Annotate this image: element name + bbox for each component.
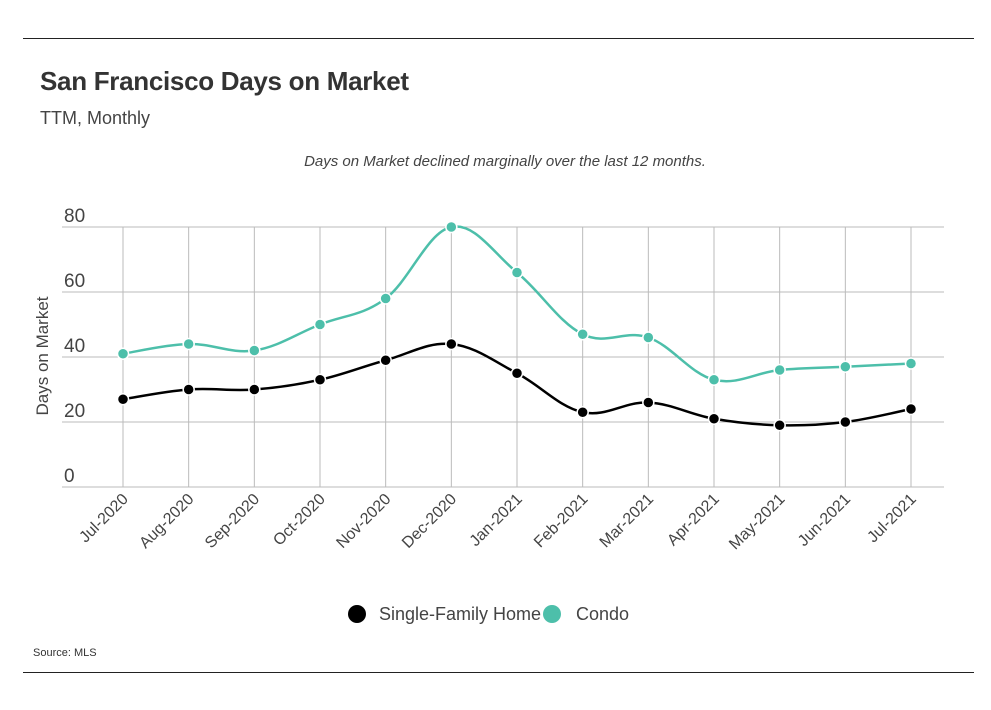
data-point-condo [904,357,918,370]
legend: Single-Family Home Condo [348,604,629,624]
legend-marker-condo [543,605,561,623]
data-point-condo [379,292,392,305]
x-tick-label: Jul-2020 [76,491,131,546]
legend-label-condo: Condo [576,604,629,624]
data-point-condo [510,266,524,279]
data-point-condo [116,347,130,360]
data-point-condo [642,331,655,344]
data-point-condo [182,337,195,351]
x-tick-label: Apr-2021 [664,491,723,550]
data-point-single-family-home [313,373,327,386]
x-tick-label: Aug-2020 [136,491,197,552]
data-point-single-family-home [642,396,655,409]
data-point-condo [248,344,261,357]
y-tick-labels: 0 20 40 60 80 [64,206,85,487]
y-tick-label: 20 [64,401,85,422]
series-points [116,220,918,432]
y-tick-label: 80 [64,206,85,227]
data-point-condo [773,363,786,377]
x-tick-label: Mar-2021 [597,491,658,552]
x-tick-label: Oct-2020 [270,491,329,550]
data-point-single-family-home [182,383,195,396]
data-point-condo [707,373,721,386]
source-note: Source: MLS [33,647,97,659]
data-point-single-family-home [839,415,852,429]
x-tick-label: May-2021 [726,491,788,553]
data-point-single-family-home [379,354,392,367]
chart-title: San Francisco Days on Market [40,66,409,96]
legend-marker-single-family-home [348,605,366,623]
x-tick-label: Nov-2020 [333,491,394,552]
y-axis-label: Days on Market [33,296,52,415]
x-tick-label: Jul-2021 [864,491,919,546]
legend-label-single-family-home: Single-Family Home [379,604,541,624]
y-tick-label: 0 [64,466,75,487]
data-point-condo [576,328,589,341]
data-point-single-family-home [248,383,261,396]
y-gridlines [62,226,944,488]
data-point-single-family-home [510,367,524,380]
y-tick-label: 60 [64,271,85,292]
x-tick-labels: Jul-2020 Aug-2020 Sep-2020 Oct-2020 Nov-2020… [76,491,919,553]
data-point-single-family-home [904,402,918,416]
data-point-condo [839,360,852,373]
data-point-single-family-home [707,412,721,425]
bottom-rule [23,672,974,673]
top-rule [23,38,974,39]
x-tick-label: Jun-2021 [795,491,854,550]
x-gridlines [122,227,912,487]
y-tick-label: 40 [64,336,85,357]
data-point-single-family-home [576,406,589,419]
x-tick-label: Jan-2021 [467,491,526,550]
data-point-single-family-home [116,393,130,406]
data-point-single-family-home [445,337,458,351]
x-tick-label: Sep-2020 [202,491,263,552]
chart-annotation: Days on Market declined marginally over … [304,153,706,170]
chart-subtitle: TTM, Monthly [40,108,151,128]
x-tick-label: Feb-2021 [531,491,592,552]
x-tick-label: Dec-2020 [399,491,460,552]
data-point-single-family-home [773,419,786,432]
data-point-condo [313,318,327,331]
data-point-condo [445,220,458,234]
